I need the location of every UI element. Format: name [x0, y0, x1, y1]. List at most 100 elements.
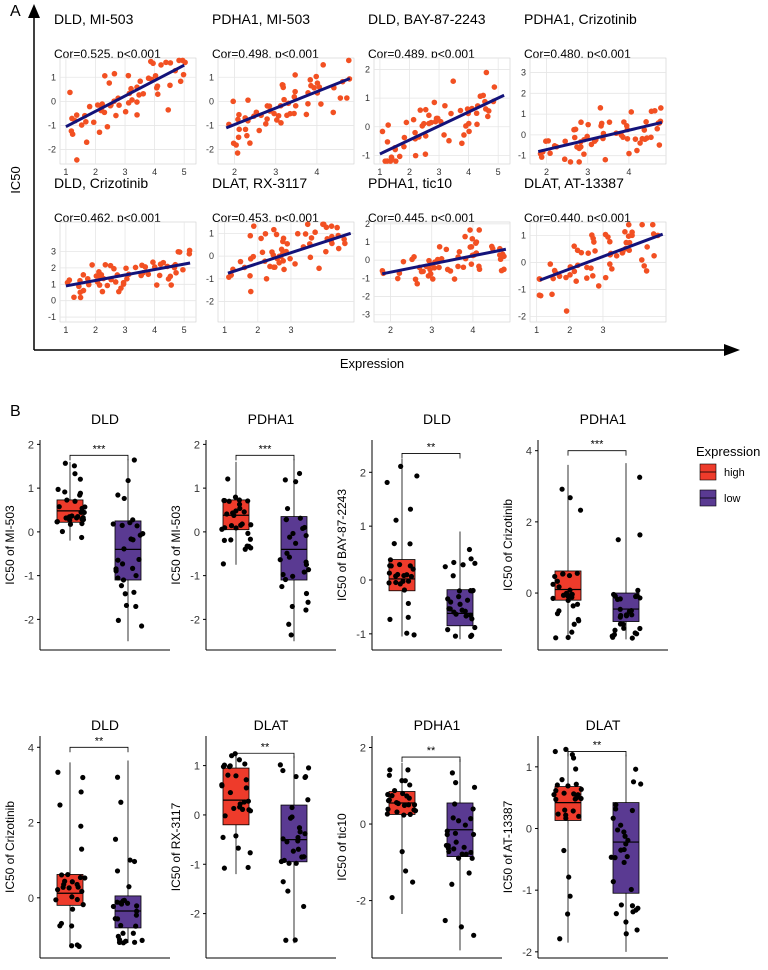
- regression-line: [65, 261, 191, 288]
- data-point: [628, 109, 635, 115]
- boxplot-panel-2: PDHA1 -2 -1 0 1 2 IC50 of MI-503 ***: [169, 411, 336, 651]
- jitter-point: [629, 635, 635, 641]
- jitter-point: [618, 822, 624, 828]
- jitter-point: [453, 780, 459, 786]
- boxplot-title: DLD: [91, 411, 119, 427]
- data-point: [422, 106, 429, 113]
- jitter-point: [125, 477, 131, 484]
- jitter-point: [561, 790, 567, 796]
- jitter-point: [131, 457, 137, 463]
- data-point: [182, 59, 188, 66]
- scatter-subtitle: Cor=0.480, p<0.001: [524, 47, 631, 61]
- y-tick-label: 2: [28, 818, 34, 830]
- jitter-point: [468, 849, 474, 856]
- jitter-point: [464, 597, 471, 603]
- jitter-point: [110, 521, 116, 527]
- data-point: [562, 138, 568, 145]
- data-point: [392, 158, 399, 164]
- jitter-point: [565, 783, 571, 789]
- y-tick-label: -1: [522, 885, 532, 897]
- data-point: [451, 276, 458, 282]
- jitter-point: [289, 804, 295, 811]
- data-point: [152, 72, 159, 79]
- boxplot-panel-5: DLD 0 2 4 IC50 of Crizotinib **: [3, 717, 170, 959]
- data-point: [442, 102, 448, 109]
- jitter-point: [136, 556, 142, 563]
- jitter-point: [611, 591, 617, 598]
- x-tick-label: 3: [273, 167, 278, 177]
- jitter-point: [451, 846, 457, 852]
- scatter-panel-6: DLAT, RX-3117 Cor=0.453, p<0.001 1 2 3 -2 -1 0 1: [206, 175, 355, 335]
- jitter-point: [118, 901, 125, 907]
- data-point: [273, 231, 280, 238]
- y-tick-label: 2: [521, 88, 526, 98]
- data-point: [313, 73, 320, 80]
- data-point: [400, 258, 407, 265]
- data-point: [234, 150, 241, 156]
- data-point: [385, 122, 391, 128]
- y-axis-label: IC50 of BAY-87-2243: [335, 489, 349, 601]
- jitter-point: [131, 858, 138, 865]
- data-point: [312, 229, 318, 236]
- jitter-point: [128, 536, 134, 542]
- data-point: [330, 109, 337, 116]
- data-point: [622, 229, 628, 235]
- data-point: [591, 239, 597, 245]
- y-tick-label: 0: [365, 255, 370, 265]
- data-point: [167, 82, 173, 89]
- data-point: [624, 135, 631, 142]
- jitter-point: [80, 902, 86, 908]
- box-low: [114, 520, 142, 581]
- data-point: [247, 288, 254, 295]
- data-point: [649, 221, 656, 228]
- jitter-point: [625, 837, 631, 843]
- jitter-point: [243, 777, 249, 783]
- data-point: [294, 230, 301, 237]
- jitter-point: [553, 788, 559, 794]
- jitter-point: [623, 613, 630, 619]
- y-axis-label: IC50 of Crizotinib: [501, 499, 515, 591]
- data-point: [563, 308, 570, 314]
- data-point: [538, 154, 545, 160]
- jitter-point: [386, 772, 392, 778]
- x-tick-label: 1: [63, 325, 68, 335]
- data-point: [102, 261, 109, 268]
- jitter-point: [555, 811, 561, 817]
- jitter-point: [612, 627, 618, 633]
- jitter-point: [248, 545, 254, 551]
- data-point: [384, 139, 391, 145]
- x-tick-label: 5: [182, 325, 187, 335]
- jitter-point: [122, 591, 128, 597]
- jitter-point: [449, 881, 455, 887]
- data-point: [410, 116, 417, 123]
- jitter-point: [400, 790, 406, 797]
- significance-bracket: [567, 751, 627, 757]
- data-point: [571, 268, 578, 275]
- jitter-point: [391, 787, 398, 794]
- y-tick-label: 0: [360, 819, 366, 831]
- data-point: [262, 121, 269, 127]
- jitter-point: [282, 477, 288, 483]
- jitter-point: [118, 583, 125, 589]
- jitter-point: [617, 621, 624, 627]
- data-point: [427, 271, 434, 277]
- data-point: [307, 77, 314, 83]
- data-point: [278, 246, 285, 253]
- data-point: [250, 253, 257, 260]
- jitter-point: [452, 830, 459, 836]
- jitter-point: [292, 937, 298, 943]
- jitter-point: [637, 474, 643, 480]
- jitter-point: [395, 800, 401, 807]
- data-point: [561, 156, 568, 163]
- jitter-point: [79, 846, 85, 852]
- a-ylabel: IC50: [8, 166, 23, 193]
- data-point: [431, 99, 438, 106]
- y-axis-label: IC50 of Crizotinib: [3, 801, 17, 893]
- jitter-point: [69, 894, 75, 900]
- jitter-point: [233, 525, 239, 531]
- y-tick-label: 0: [365, 122, 370, 132]
- scatter-panel-5: DLD, Crizotinib Cor=0.462, p<0.001 1 2 3 4 5 -1…: [48, 175, 197, 335]
- jitter-point: [613, 802, 619, 808]
- jitter-point: [403, 868, 409, 874]
